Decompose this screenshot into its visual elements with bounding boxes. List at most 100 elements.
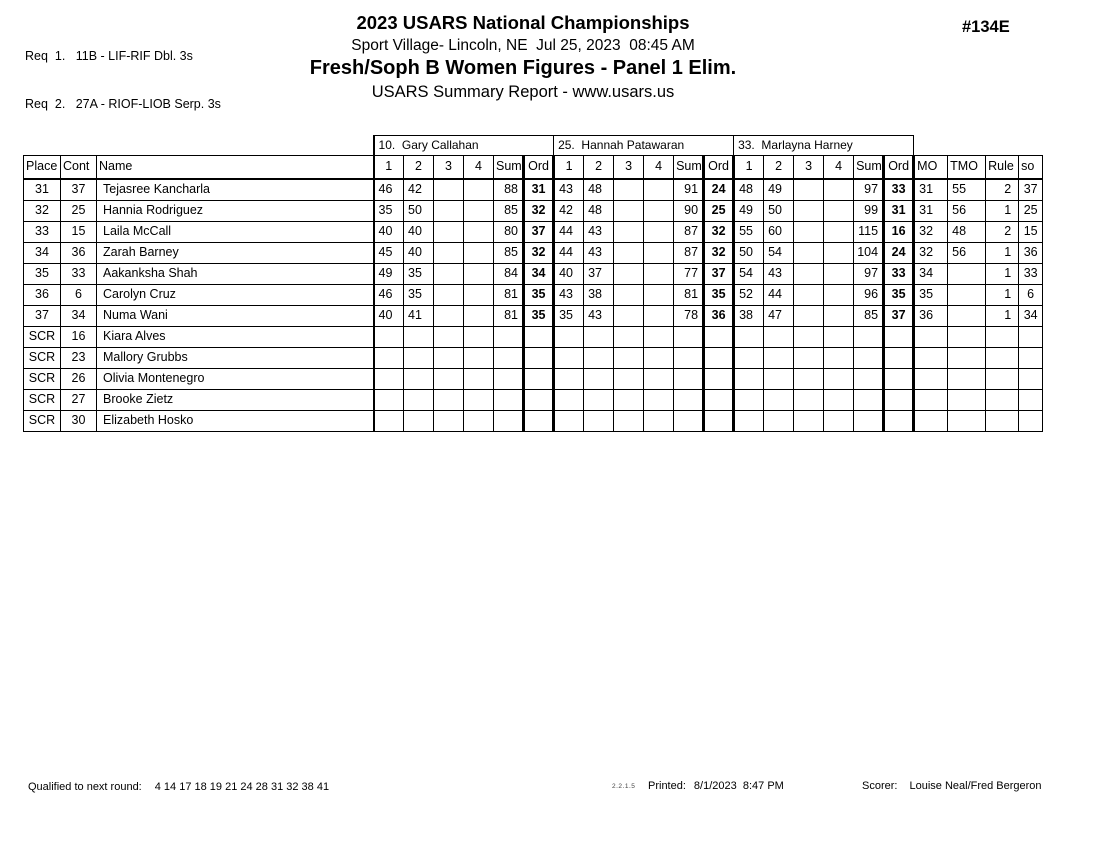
sum-cell (853, 410, 885, 432)
name-cell: Brooke Zietz (95, 389, 375, 411)
req-1-line: Req 1. 11B - LIF-RIF Dbl. 3s (25, 49, 193, 63)
cont-cell: 27 (60, 389, 97, 411)
sum-cell: 80 (493, 221, 525, 243)
printed-label: Printed: (648, 780, 686, 792)
ord-cell (882, 389, 916, 411)
score-cell (823, 221, 855, 243)
rule-cell: 2 (985, 178, 1020, 201)
name-cell: Numa Wani (95, 305, 375, 327)
printed-line: Printed: 8/1/2023 8:47 PM (648, 780, 784, 792)
col-header-place: Place (23, 155, 61, 180)
score-cell: 40 (403, 221, 435, 243)
score-cell: 42 (553, 200, 585, 222)
req-2-line: Req 2. 27A - RIOF-LIOB Serp. 3s (25, 97, 221, 111)
cont-cell: 34 (60, 305, 97, 327)
event-number: #134E (962, 18, 1010, 36)
score-cell: 52 (733, 284, 765, 306)
ord-cell: 33 (882, 178, 916, 201)
name-cell: Olivia Montenegro (95, 368, 375, 390)
ord-cell: 24 (882, 242, 916, 264)
score-cell (463, 389, 495, 411)
ord-cell: 36 (702, 305, 736, 327)
score-cell: 40 (553, 263, 585, 285)
score-cell (823, 305, 855, 327)
cont-cell: 25 (60, 200, 97, 222)
report-type-line: USARS Summary Report - www.usars.us (371, 83, 675, 101)
tmo-cell (947, 284, 987, 306)
tmo-cell: 48 (947, 221, 987, 243)
score-cell (463, 326, 495, 348)
place-cell: SCR (23, 347, 61, 369)
score-cell: 50 (733, 242, 765, 264)
so-cell: 6 (1018, 284, 1044, 306)
score-cell (553, 410, 585, 432)
ord-cell: 35 (522, 305, 556, 327)
score-cell: 43 (583, 221, 615, 243)
ord-cell (882, 368, 916, 390)
score-cell: 49 (763, 178, 795, 201)
column-header-row: Place Cont Name 1 2 3 4 Sum Ord 1 2 3 4 … (23, 155, 1044, 180)
score-cell (403, 326, 435, 348)
score-cell (793, 221, 825, 243)
championship-title: 2023 USARS National Championships (356, 12, 690, 33)
score-cell (793, 347, 825, 369)
score-cell (613, 326, 645, 348)
ord-cell: 35 (522, 284, 556, 306)
score-cell (372, 410, 405, 432)
ord-cell: 34 (522, 263, 556, 285)
qualified-numbers: 4 14 17 18 19 21 24 28 31 32 38 41 (154, 781, 330, 793)
col-header-so: so (1018, 155, 1044, 180)
mo-cell (913, 326, 949, 348)
score-cell (643, 284, 675, 306)
name-cell: Carolyn Cruz (95, 284, 375, 306)
ord-cell: 32 (522, 200, 556, 222)
results-table: 10. Gary Callahan 25. Hannah Patawaran 3… (23, 135, 1044, 432)
col-header-j1-sum: Sum (493, 155, 525, 180)
sum-cell (493, 389, 525, 411)
qualified-line: Qualified to next round: 4 14 17 18 19 21… (28, 781, 329, 793)
mo-cell: 31 (913, 200, 949, 222)
sum-cell: 97 (853, 263, 885, 285)
cont-cell: 16 (60, 326, 97, 348)
score-cell: 41 (403, 305, 435, 327)
so-cell (1018, 326, 1044, 348)
tmo-cell: 56 (947, 200, 987, 222)
score-cell (613, 305, 645, 327)
score-cell (793, 200, 825, 222)
tmo-cell (947, 368, 987, 390)
score-cell: 60 (763, 221, 795, 243)
score-cell (643, 389, 675, 411)
score-cell: 54 (763, 242, 795, 264)
sum-cell (673, 410, 705, 432)
sum-cell: 77 (673, 263, 705, 285)
score-cell: 49 (733, 200, 765, 222)
col-header-j2-2: 2 (583, 155, 615, 180)
rule-cell: 1 (985, 200, 1020, 222)
sum-cell: 78 (673, 305, 705, 327)
ord-cell (702, 326, 736, 348)
sum-cell: 84 (493, 263, 525, 285)
judge-2-header: 25. Hannah Patawaran (553, 135, 735, 156)
col-header-j2-sum: Sum (673, 155, 705, 180)
score-cell (793, 389, 825, 411)
col-header-tmo: TMO (947, 155, 987, 180)
score-cell (793, 263, 825, 285)
score-cell (372, 347, 405, 369)
table-row: 36 6 Carolyn Cruz 46 35 81 35 43 38 81 35 52 44 96 35 3… (23, 284, 1044, 306)
judge-3-header: 33. Marlayna Harney (733, 135, 915, 156)
name-cell: Aakanksha Shah (95, 263, 375, 285)
place-cell: 34 (23, 242, 61, 264)
sum-cell: 99 (853, 200, 885, 222)
ord-cell: 37 (702, 263, 736, 285)
col-header-j2-1: 1 (553, 155, 585, 180)
ord-cell: 31 (882, 200, 916, 222)
score-cell (643, 221, 675, 243)
sum-cell (853, 368, 885, 390)
ord-cell (522, 347, 556, 369)
score-cell (463, 221, 495, 243)
ord-cell (882, 326, 916, 348)
score-cell: 50 (403, 200, 435, 222)
score-cell (823, 410, 855, 432)
score-cell: 46 (372, 178, 405, 201)
score-cell (433, 284, 465, 306)
